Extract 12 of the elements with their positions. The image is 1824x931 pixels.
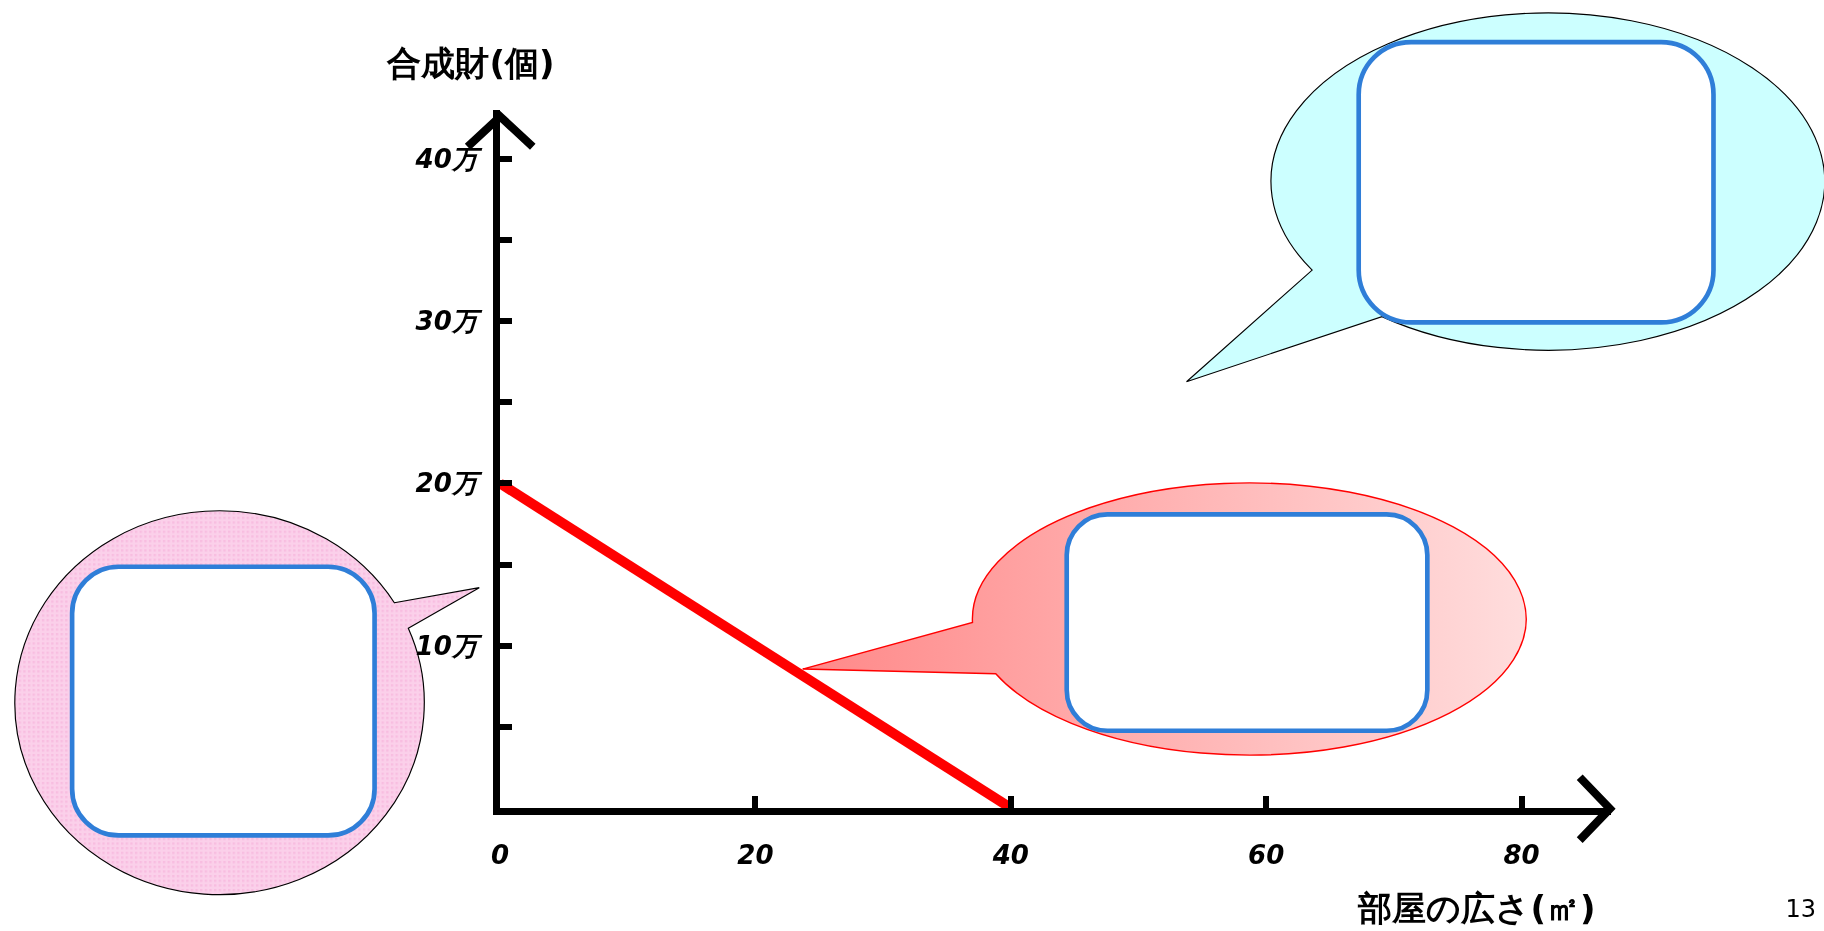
text: 13 (1785, 895, 1816, 923)
x-tick-label: 60 (1248, 840, 1285, 871)
x-tick-label: 80 (1503, 840, 1540, 871)
y-tick-label: 40万 (414, 143, 483, 174)
y-tick-label: 30万 (415, 306, 483, 337)
y-tick-label: 20万 (415, 468, 483, 499)
y-tick-label: 10万 (415, 630, 483, 661)
x-tick-label: 40 (991, 840, 1029, 871)
x-axis-title: 部屋の広さ(㎡) (1358, 887, 1596, 930)
y-axis-title: 合成財(個) (387, 42, 555, 85)
x-tick-label: 0 (490, 840, 510, 871)
x-tick-label: 20 (737, 840, 774, 871)
